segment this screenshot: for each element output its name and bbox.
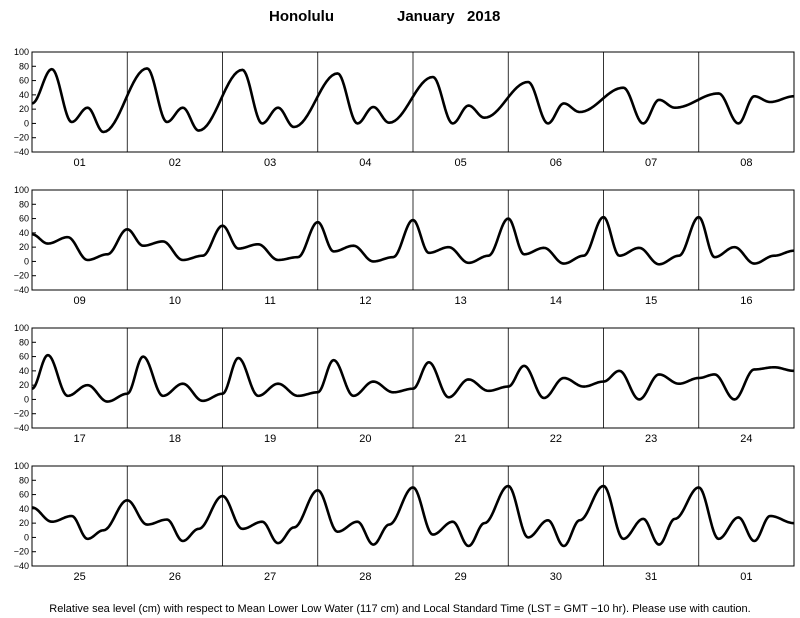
y-tick-label: 60	[19, 490, 29, 500]
y-tick-label: 100	[14, 323, 29, 333]
day-label: 20	[359, 433, 371, 445]
chart-footer-note: Relative sea level (cm) with respect to …	[49, 603, 750, 615]
y-tick-label: 40	[19, 228, 29, 238]
day-label: 23	[645, 433, 657, 445]
y-tick-label: 0	[24, 118, 29, 128]
day-label: 14	[550, 295, 562, 307]
day-label: 28	[359, 571, 371, 583]
y-tick-label: 100	[14, 47, 29, 57]
day-label: 24	[740, 433, 752, 445]
y-tick-label: −40	[14, 147, 29, 157]
y-tick-label: 20	[19, 380, 29, 390]
day-label: 22	[550, 433, 562, 445]
y-tick-label: 0	[24, 532, 29, 542]
tide-line	[31, 215, 795, 266]
day-label: 26	[169, 571, 181, 583]
day-label: 31	[645, 571, 657, 583]
chart-title-date: January 2018	[397, 8, 500, 25]
y-tick-label: 100	[14, 185, 29, 195]
day-label: 01	[740, 571, 752, 583]
day-label: 29	[455, 571, 467, 583]
day-label: 25	[74, 571, 86, 583]
panel-4: 100 80 60 40 20 0 −20 −40 25 26 27 28 29 30 31 01	[14, 461, 795, 583]
y-tick-label: −40	[14, 285, 29, 295]
day-label: 16	[740, 295, 752, 307]
y-tick-label: 80	[19, 199, 29, 209]
y-tick-label: −20	[14, 547, 29, 557]
y-tick-label: 20	[19, 518, 29, 528]
day-label: 15	[645, 295, 657, 307]
day-label: 12	[359, 295, 371, 307]
day-label: 27	[264, 571, 276, 583]
panel-1: 100 80 60 40 20 0 −20 −40 01 02 03 04 05 06 07 08	[14, 47, 795, 169]
y-tick-label: 0	[24, 256, 29, 266]
panel-2: 100 80 60 40 20 0 −20 −40 09 10 11 12 13 14 15 16	[14, 185, 795, 307]
y-tick-label: −20	[14, 409, 29, 419]
y-tick-label: 40	[19, 366, 29, 376]
y-tick-label: 80	[19, 61, 29, 71]
y-tick-label: 60	[19, 352, 29, 362]
y-tick-label: −20	[14, 133, 29, 143]
day-label: 05	[455, 157, 467, 169]
y-tick-label: −40	[14, 561, 29, 571]
y-tick-label: 100	[14, 461, 29, 471]
y-tick-label: 0	[24, 394, 29, 404]
y-tick-label: 60	[19, 214, 29, 224]
tide-line	[31, 484, 795, 548]
y-tick-label: −40	[14, 423, 29, 433]
tide-line	[31, 353, 795, 403]
day-label: 08	[740, 157, 752, 169]
day-label: 09	[74, 295, 86, 307]
day-label: 03	[264, 157, 276, 169]
day-label: 04	[359, 157, 371, 169]
y-tick-label: −20	[14, 271, 29, 281]
day-label: 13	[455, 295, 467, 307]
day-label: 07	[645, 157, 657, 169]
day-label: 06	[550, 157, 562, 169]
day-label: 11	[264, 295, 275, 307]
day-label: 02	[169, 157, 181, 169]
tide-line	[31, 67, 795, 134]
y-tick-label: 40	[19, 504, 29, 514]
chart-title-station: Honolulu	[269, 8, 334, 25]
y-tick-label: 80	[19, 337, 29, 347]
y-tick-label: 80	[19, 475, 29, 485]
day-label: 17	[74, 433, 86, 445]
day-label: 21	[455, 433, 467, 445]
day-label: 19	[264, 433, 276, 445]
panel-3: 100 80 60 40 20 0 −20 −40 17 18 19 20 21 22 23 24	[14, 323, 795, 445]
y-tick-label: 20	[19, 104, 29, 114]
day-label: 01	[74, 157, 86, 169]
day-label: 30	[550, 571, 562, 583]
y-tick-label: 20	[19, 242, 29, 252]
y-tick-label: 60	[19, 76, 29, 86]
day-label: 10	[169, 295, 181, 307]
y-tick-label: 40	[19, 90, 29, 100]
day-label: 18	[169, 433, 181, 445]
